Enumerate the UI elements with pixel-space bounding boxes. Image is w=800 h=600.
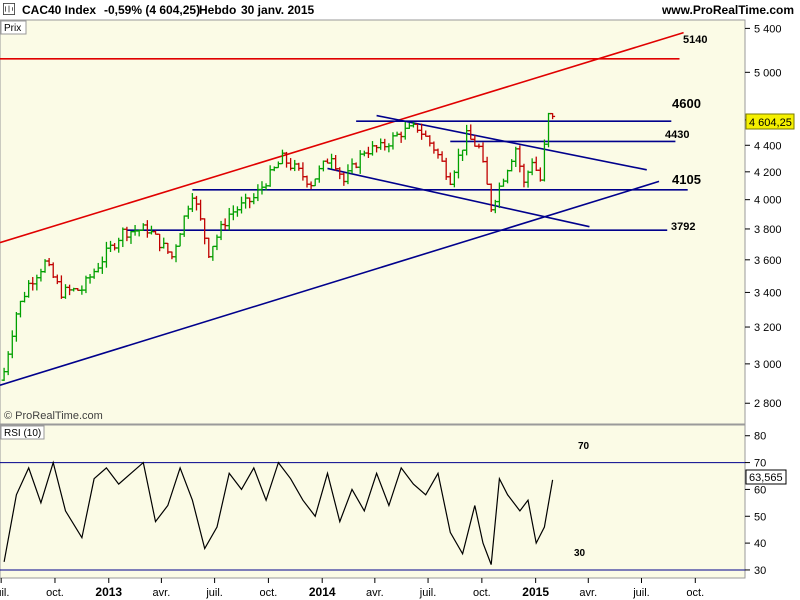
down-bar [550,112,556,120]
rsi-last-value: 63,565 [749,472,783,484]
chart-header: CAC40 Index -0,59% (4 604,25) Hebdo 30 j… [0,0,800,20]
rsi-threshold-lines [0,462,745,571]
level-label-4600: 4600 [672,96,701,111]
last-price-value: 4 604,25 [749,117,792,129]
rsi-panel-label: RSI (10) [4,428,41,439]
chart-menu-icon[interactable] [3,3,15,15]
watermark: © ProRealTime.com [4,410,103,422]
price-panel-background [0,19,746,425]
time-tick-label: avr. [366,587,384,599]
rsi-panel-label-box [0,425,45,440]
price-tick-label: 5 400 [754,23,782,35]
rsi-tick-label: 50 [754,511,766,523]
price-change: -0,59% (4 604,25) [104,3,201,17]
rsi-tick-label: 40 [754,538,766,550]
rsi-tick-label: 80 [754,431,766,443]
rsi-lower-label: 30 [574,548,586,559]
period-label: Hebdo [199,3,237,17]
time-tick-label: avr. [153,587,171,599]
price-tick-label: 3 400 [754,287,782,299]
price-bars [1,112,556,381]
time-tick-label: 2014 [309,585,336,599]
time-tick-label: oct. [473,587,491,599]
price-tick-label: 4 400 [754,140,782,152]
price-panel-label: Prix [4,23,21,34]
instrument-title: CAC40 Index [22,3,97,17]
rsi-panel-background [0,424,746,579]
rsi-last-box [745,469,787,485]
rsi-tick-label: 30 [754,565,766,577]
trendlines [0,31,688,386]
date-label: 30 janv. 2015 [241,3,315,17]
price-panel-label-box [0,20,27,35]
price-tick-label: 2 800 [754,398,782,410]
time-tick-label: juil. [632,587,650,599]
level-label-5140: 5140 [683,34,707,46]
time-tick-label: oct. [46,587,64,599]
rsi-last-marker: 63,565 [745,469,787,485]
price-tick-label: 3 800 [754,224,782,236]
red-trendline [0,31,684,244]
last-price-marker: 4 604,25 [745,113,795,130]
price-tick-label: 5 000 [754,67,782,79]
blue-trendline [327,167,590,228]
last-price-box [745,113,795,130]
rsi-axis: 80 70 60 50 40 30 [745,431,766,577]
time-tick-label: juil. [0,587,9,599]
price-tick-label: 3 000 [754,359,782,371]
blue-trendline [0,180,660,386]
level-label-4105: 4105 [672,172,701,187]
time-axis: juil. oct. 2013 avr. juil. oct. 2014 avr. juil. o… [0,578,704,599]
level-labels: 5140 4600 4430 4105 3792 [665,34,707,233]
level-label-3792: 3792 [671,221,695,233]
time-tick-label: oct. [260,587,278,599]
time-tick-label: avr. [579,587,597,599]
rsi-panel: 80 70 60 50 40 30 RSI (10) 70 30 63,565 [0,424,787,579]
rsi-tick-label: 60 [754,484,766,496]
price-tick-label: 4 200 [754,167,782,179]
site-url[interactable]: www.ProRealTime.com [661,3,794,17]
price-tick-label: 3 600 [754,255,782,267]
price-tick-label: 4 000 [754,195,782,207]
time-tick-label: juil. [205,587,223,599]
time-tick-label: juil. [419,587,437,599]
rsi-line [3,460,554,565]
rsi-upper-label: 70 [578,441,590,452]
level-label-4430: 4430 [665,129,689,141]
time-tick-label: 2013 [95,585,122,599]
time-tick-label: oct. [686,587,704,599]
time-tick-label: 2015 [522,585,549,599]
rsi-tick-label: 70 [754,458,766,470]
price-tick-label: 3 200 [754,322,782,334]
